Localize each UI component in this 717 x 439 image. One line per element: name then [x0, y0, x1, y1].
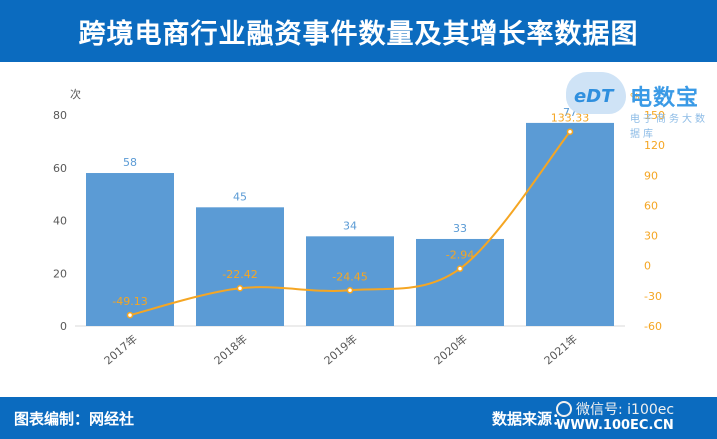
y-axis-unit: 次	[70, 87, 81, 101]
x-tick-label: 2018年	[211, 332, 250, 368]
footer-bar: 图表编制：网经社 数据来源：	[0, 397, 717, 439]
x-tick-label: 2021年	[541, 332, 580, 368]
logo-name: 电数宝	[630, 86, 700, 111]
site-watermark: WWW.100EC.CN	[556, 418, 674, 433]
bar	[86, 173, 174, 326]
wechat-id: 微信号: i100ec	[576, 402, 675, 418]
bar-value-label: 33	[453, 222, 467, 235]
x-tick-label: 2019年	[321, 332, 360, 368]
growth-rate-point	[236, 284, 244, 292]
growth-rate-point	[456, 265, 464, 272]
x-tick-label: 2017年	[101, 332, 140, 368]
bar	[526, 122, 614, 326]
growth-rate-label: -2.94	[446, 249, 474, 262]
y-tick-label: 0	[60, 320, 67, 333]
y2-axis-unit: %	[630, 92, 640, 103]
y2-tick-label: 30	[644, 230, 658, 243]
bar	[306, 236, 394, 326]
y2-tick-label: -30	[644, 290, 662, 303]
wechat-icon	[556, 401, 572, 417]
x-tick-label: 2020年	[431, 332, 470, 368]
y-tick-label: 80	[53, 109, 67, 122]
wechat-watermark: 微信号: i100ec	[556, 399, 674, 419]
bar-value-label: 34	[343, 219, 357, 232]
y2-tick-label: 120	[644, 139, 665, 152]
bar-value-label: 58	[123, 156, 137, 169]
logo-subtitle: 电子商务大数据库	[630, 114, 708, 140]
chart: 0 20 40 60 80次 -60 -30 0 30 60 90 120 150% 58 2017年 45 2…	[53, 87, 665, 368]
bar	[196, 207, 284, 326]
growth-rate-point	[566, 128, 574, 135]
growth-rate-label: -24.45	[332, 270, 367, 283]
y-tick-label: 60	[53, 162, 67, 175]
title-bar: 跨境电商行业融资事件数量及其增长率数据图	[0, 0, 717, 62]
edt-logo: eDT 电数宝 电子商务大数据库	[566, 68, 712, 140]
growth-rate-label: -49.13	[112, 295, 147, 308]
growth-rate-line	[129, 131, 571, 317]
logo-edt: eDT	[574, 86, 614, 107]
cloud-icon	[566, 72, 626, 114]
growth-rate-point	[126, 311, 134, 319]
y2-tick-label: 60	[644, 199, 658, 212]
y2-tick-label: 90	[644, 169, 658, 182]
y-tick-label: 20	[53, 267, 67, 280]
chart-title: 跨境电商行业融资事件数量及其增长率数据图	[78, 18, 639, 50]
y2-tick-label: 0	[644, 260, 651, 273]
growth-rate-label: -22.42	[222, 268, 257, 281]
growth-rate-point	[346, 287, 354, 294]
y-tick-label: 40	[53, 215, 67, 228]
bar-value-label: 45	[233, 190, 247, 203]
growth-rate-label: 133.33	[551, 112, 590, 125]
y2-tick-label: -60	[644, 320, 662, 333]
footer-credit: 图表编制：网经社	[14, 410, 135, 428]
footer-source: 数据来源：	[492, 410, 568, 428]
y2-tick-label: 150	[644, 109, 665, 122]
